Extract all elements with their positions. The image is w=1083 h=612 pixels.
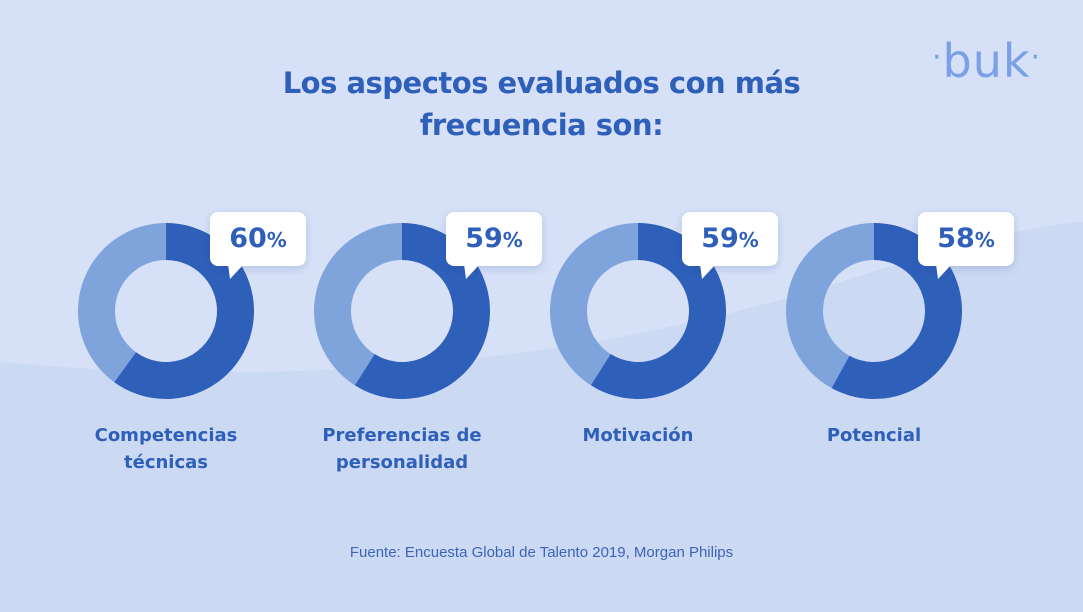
percentage-unit: % <box>266 228 287 252</box>
donut-1 <box>78 223 255 399</box>
category-label: Motivación <box>582 425 694 446</box>
donut-3 <box>550 223 726 399</box>
percentage-bubble: 60% <box>210 212 306 279</box>
buk-logo: ·buk· <box>932 34 1042 88</box>
donut-2 <box>313 223 490 399</box>
donut-value-slice <box>354 223 490 399</box>
donut-value-slice <box>831 223 962 399</box>
percentage-unit: % <box>738 228 759 252</box>
donut-remainder-slice <box>78 223 166 383</box>
donut-value-slice <box>590 223 726 399</box>
donut-value-slice <box>114 223 255 399</box>
chart-title: Los aspectos evaluados con más frecuenci… <box>0 62 1083 146</box>
donut-remainder-slice <box>313 223 402 386</box>
donut-4 <box>786 223 962 399</box>
chart-title-line-2: frecuencia son: <box>419 108 664 142</box>
percentage-unit: % <box>974 228 995 252</box>
donut-remainder-slice <box>786 223 874 389</box>
percentage-bubble: 59% <box>682 212 778 279</box>
chart-title-line-1: Los aspectos evaluados con más <box>282 66 801 100</box>
percentage-unit: % <box>502 228 523 252</box>
category-label: Competencias técnicas <box>94 425 238 473</box>
category-label: Preferencias de personalidad <box>322 425 482 473</box>
source-note: Fuente: Encuesta Global de Talento 2019,… <box>349 544 734 561</box>
donut-remainder-slice <box>550 223 638 386</box>
percentage-value: 60 <box>229 223 267 254</box>
category-label: Potencial <box>826 425 922 446</box>
percentage-bubble: 59% <box>446 212 542 279</box>
percentage-value: 59 <box>701 223 739 254</box>
percentage-bubble: 58% <box>918 212 1014 279</box>
percentage-value: 58 <box>937 223 975 254</box>
percentage-value: 59 <box>465 223 503 254</box>
